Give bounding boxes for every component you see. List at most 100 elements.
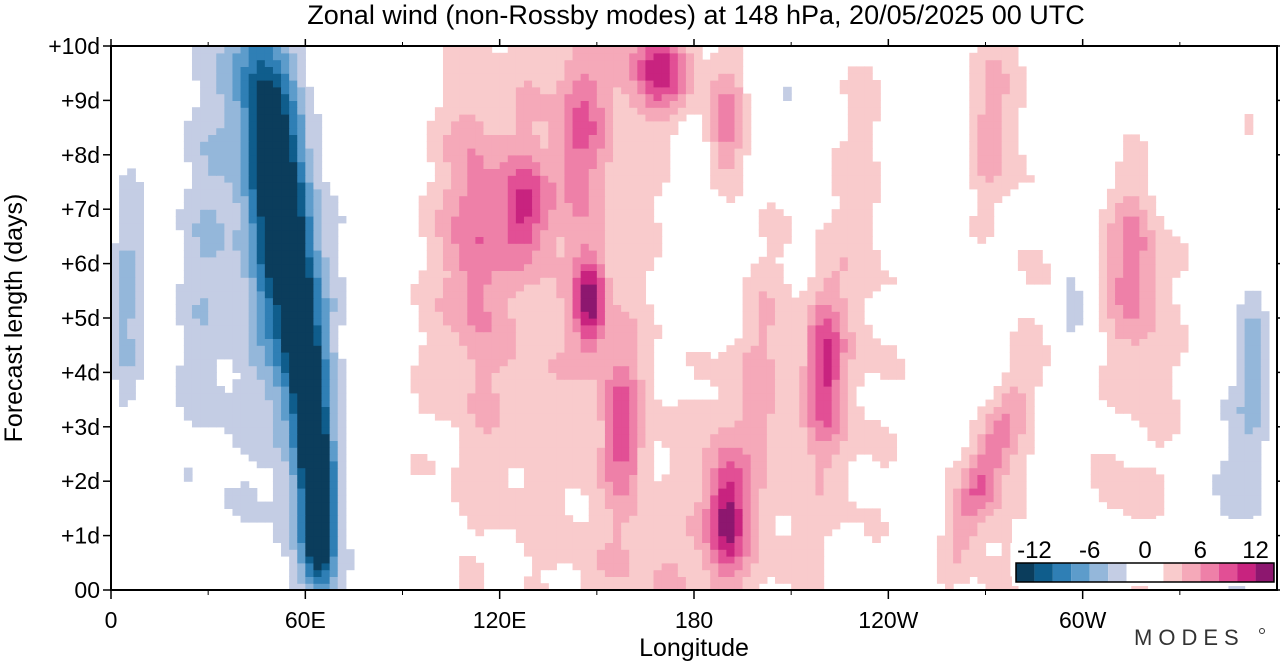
contour-cell [718,365,727,373]
contour-cell [1131,352,1140,360]
contour-cell [289,413,298,421]
contour-cell [1155,216,1165,224]
contour-cell [483,263,493,271]
contour-cell [264,256,274,265]
contour-cell [1147,345,1157,353]
contour-cell [232,154,242,163]
contour-cell [604,338,614,346]
contour-cell [289,182,298,190]
contour-cell [864,209,873,217]
contour-cell [1252,406,1262,414]
contour-cell [1131,494,1140,503]
contour-cell [127,392,136,401]
contour-cell [1131,277,1140,285]
contour-cell [791,352,800,360]
contour-cell [224,168,234,176]
contour-cell [637,515,647,523]
contour-cell [418,467,428,475]
contour-cell [418,379,428,387]
contour-cell [540,379,549,387]
contour-cell [491,297,501,305]
contour-cell [216,311,225,319]
contour-cell [734,399,744,407]
contour-cell [1017,386,1027,394]
contour-cell [119,284,128,292]
contour-cell [977,528,987,537]
contour-cell [742,562,752,571]
contour-cell [329,420,339,428]
contour-cell [969,508,979,516]
contour-cell [880,365,889,373]
contour-cell [766,556,776,564]
contour-cell [305,392,315,401]
contour-cell [1131,270,1140,278]
contour-cell [507,168,517,176]
contour-cell [961,576,970,584]
contour-cell [864,250,873,258]
contour-cell [580,345,590,353]
contour-cell [248,277,258,285]
contour-cell [1106,195,1116,203]
contour-cell [742,358,752,367]
contour-cell [305,263,315,271]
contour-cell [1252,481,1262,489]
contour-cell [564,284,574,292]
contour-cell [710,481,719,489]
contour-cell [993,515,1003,523]
contour-cell [264,311,274,319]
contour-cell [459,175,468,183]
contour-cell [540,250,549,258]
contour-cell [637,569,647,577]
contour-cell [1098,222,1108,231]
contour-cell [572,175,582,183]
contour-cell [645,365,655,373]
contour-cell [289,522,298,530]
contour-cell [329,229,339,237]
contour-cell [888,365,898,373]
contour-cell [580,386,590,394]
contour-cell [329,290,339,299]
contour-cell [329,324,339,333]
contour-cell [621,474,630,482]
contour-cell [127,216,136,224]
contour-cell [1228,515,1238,523]
contour-cell [289,488,298,496]
contour-cell [532,345,541,353]
contour-cell [580,270,590,278]
contour-cell [1106,250,1116,258]
contour-cell [540,209,549,217]
contour-cell [208,365,217,373]
contour-cell [540,433,549,441]
contour-cell [1139,474,1149,482]
contour-cell [1155,494,1165,503]
contour-cell [442,182,452,190]
contour-cell [783,372,792,380]
contour-cell [669,576,679,584]
contour-cell [766,338,776,346]
contour-cell [880,277,889,285]
contour-cell [272,460,282,469]
contour-cell [507,202,517,210]
contour-cell [119,256,128,265]
contour-cell [532,331,541,339]
contour-cell [604,528,614,537]
contour-cell [969,467,979,475]
contour-cell [281,270,290,278]
contour-cell [726,154,736,163]
contour-cell [1163,256,1173,265]
contour-cell [726,379,736,387]
contour-cell [337,583,347,590]
contour-cell [281,454,290,462]
contour-cell [742,413,752,421]
contour-cell [1236,331,1246,339]
contour-cell [839,182,849,190]
contour-cell [1123,188,1132,197]
contour-cell [758,270,768,278]
contour-cell [216,263,225,271]
contour-cell [434,345,444,353]
contour-cell [459,481,468,489]
contour-cell [774,243,784,251]
contour-cell [297,467,306,475]
contour-cell [1139,399,1149,407]
contour-cell [847,195,857,203]
